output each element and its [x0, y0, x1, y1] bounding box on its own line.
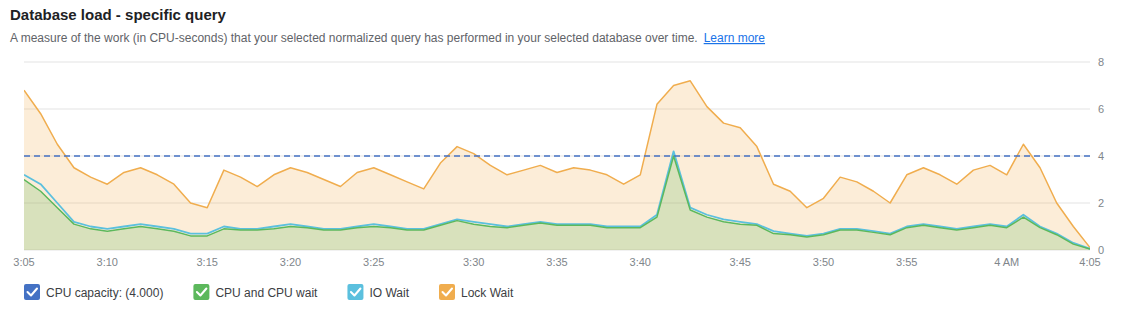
x-tick-label: 3:15: [197, 256, 218, 268]
legend-item: CPU capacity: (4.000): [24, 284, 163, 300]
annotation: Learn more: [704, 31, 766, 45]
area-line: [24, 156, 1090, 249]
legend-check: [28, 289, 38, 296]
title: Database load - specific query: [10, 6, 227, 23]
grid-line: [24, 156, 1090, 157]
legend-item: IO Wait: [347, 284, 409, 300]
legend-check: [351, 289, 361, 296]
x-tick-label: 3:40: [630, 256, 651, 268]
x-tick-label: 3:25: [363, 256, 384, 268]
reference-line: [24, 155, 1090, 157]
area: [24, 81, 1090, 250]
legend-label: Lock Wait: [461, 286, 514, 300]
y-tick-label: 0: [1098, 244, 1104, 256]
x-tick-label: 3:20: [280, 256, 301, 268]
legend-swatch: [193, 284, 209, 300]
legend-check: [443, 289, 453, 296]
legend-item: CPU and CPU wait: [193, 284, 318, 300]
area-line: [24, 81, 1090, 248]
subtitle: A measure of the work (in CPU-seconds) t…: [10, 31, 698, 45]
grid-line: [24, 62, 1090, 63]
legend-item: Lock Wait: [439, 284, 514, 300]
y-tick-label: 8: [1098, 56, 1104, 68]
x-tick-label: 3:10: [97, 256, 118, 268]
x-tick-label: 3:30: [463, 256, 484, 268]
grid-line: [24, 109, 1090, 110]
line: [24, 151, 1090, 249]
plot-area: [24, 81, 1090, 250]
x-tick-label: 3:50: [813, 256, 834, 268]
y-tick-label: 4: [1098, 150, 1104, 162]
x-tick-label: 4:05: [1079, 256, 1100, 268]
legend-swatch: [24, 284, 40, 300]
x-tick-label: 3:45: [730, 256, 751, 268]
legend-label: IO Wait: [369, 286, 409, 300]
legend-swatch: [439, 284, 455, 300]
grid: [24, 62, 1090, 250]
x-tick-label: 3:55: [896, 256, 917, 268]
chart: Database load - specific query A measure …: [0, 0, 1130, 317]
x-tick-label: 3:05: [13, 256, 34, 268]
x-tick-label: 4 AM: [994, 256, 1019, 268]
legend-check: [197, 289, 207, 296]
legend: CPU capacity: (4.000) CPU and CPU wait IO …: [24, 284, 514, 300]
legend-swatch: [347, 284, 363, 300]
y-tick-label: 2: [1098, 197, 1104, 209]
x-tick-label: 3:35: [546, 256, 567, 268]
y-tick-label: 6: [1098, 103, 1104, 115]
legend-label: CPU and CPU wait: [215, 286, 318, 300]
legend-label: CPU capacity: (4.000): [46, 286, 163, 300]
